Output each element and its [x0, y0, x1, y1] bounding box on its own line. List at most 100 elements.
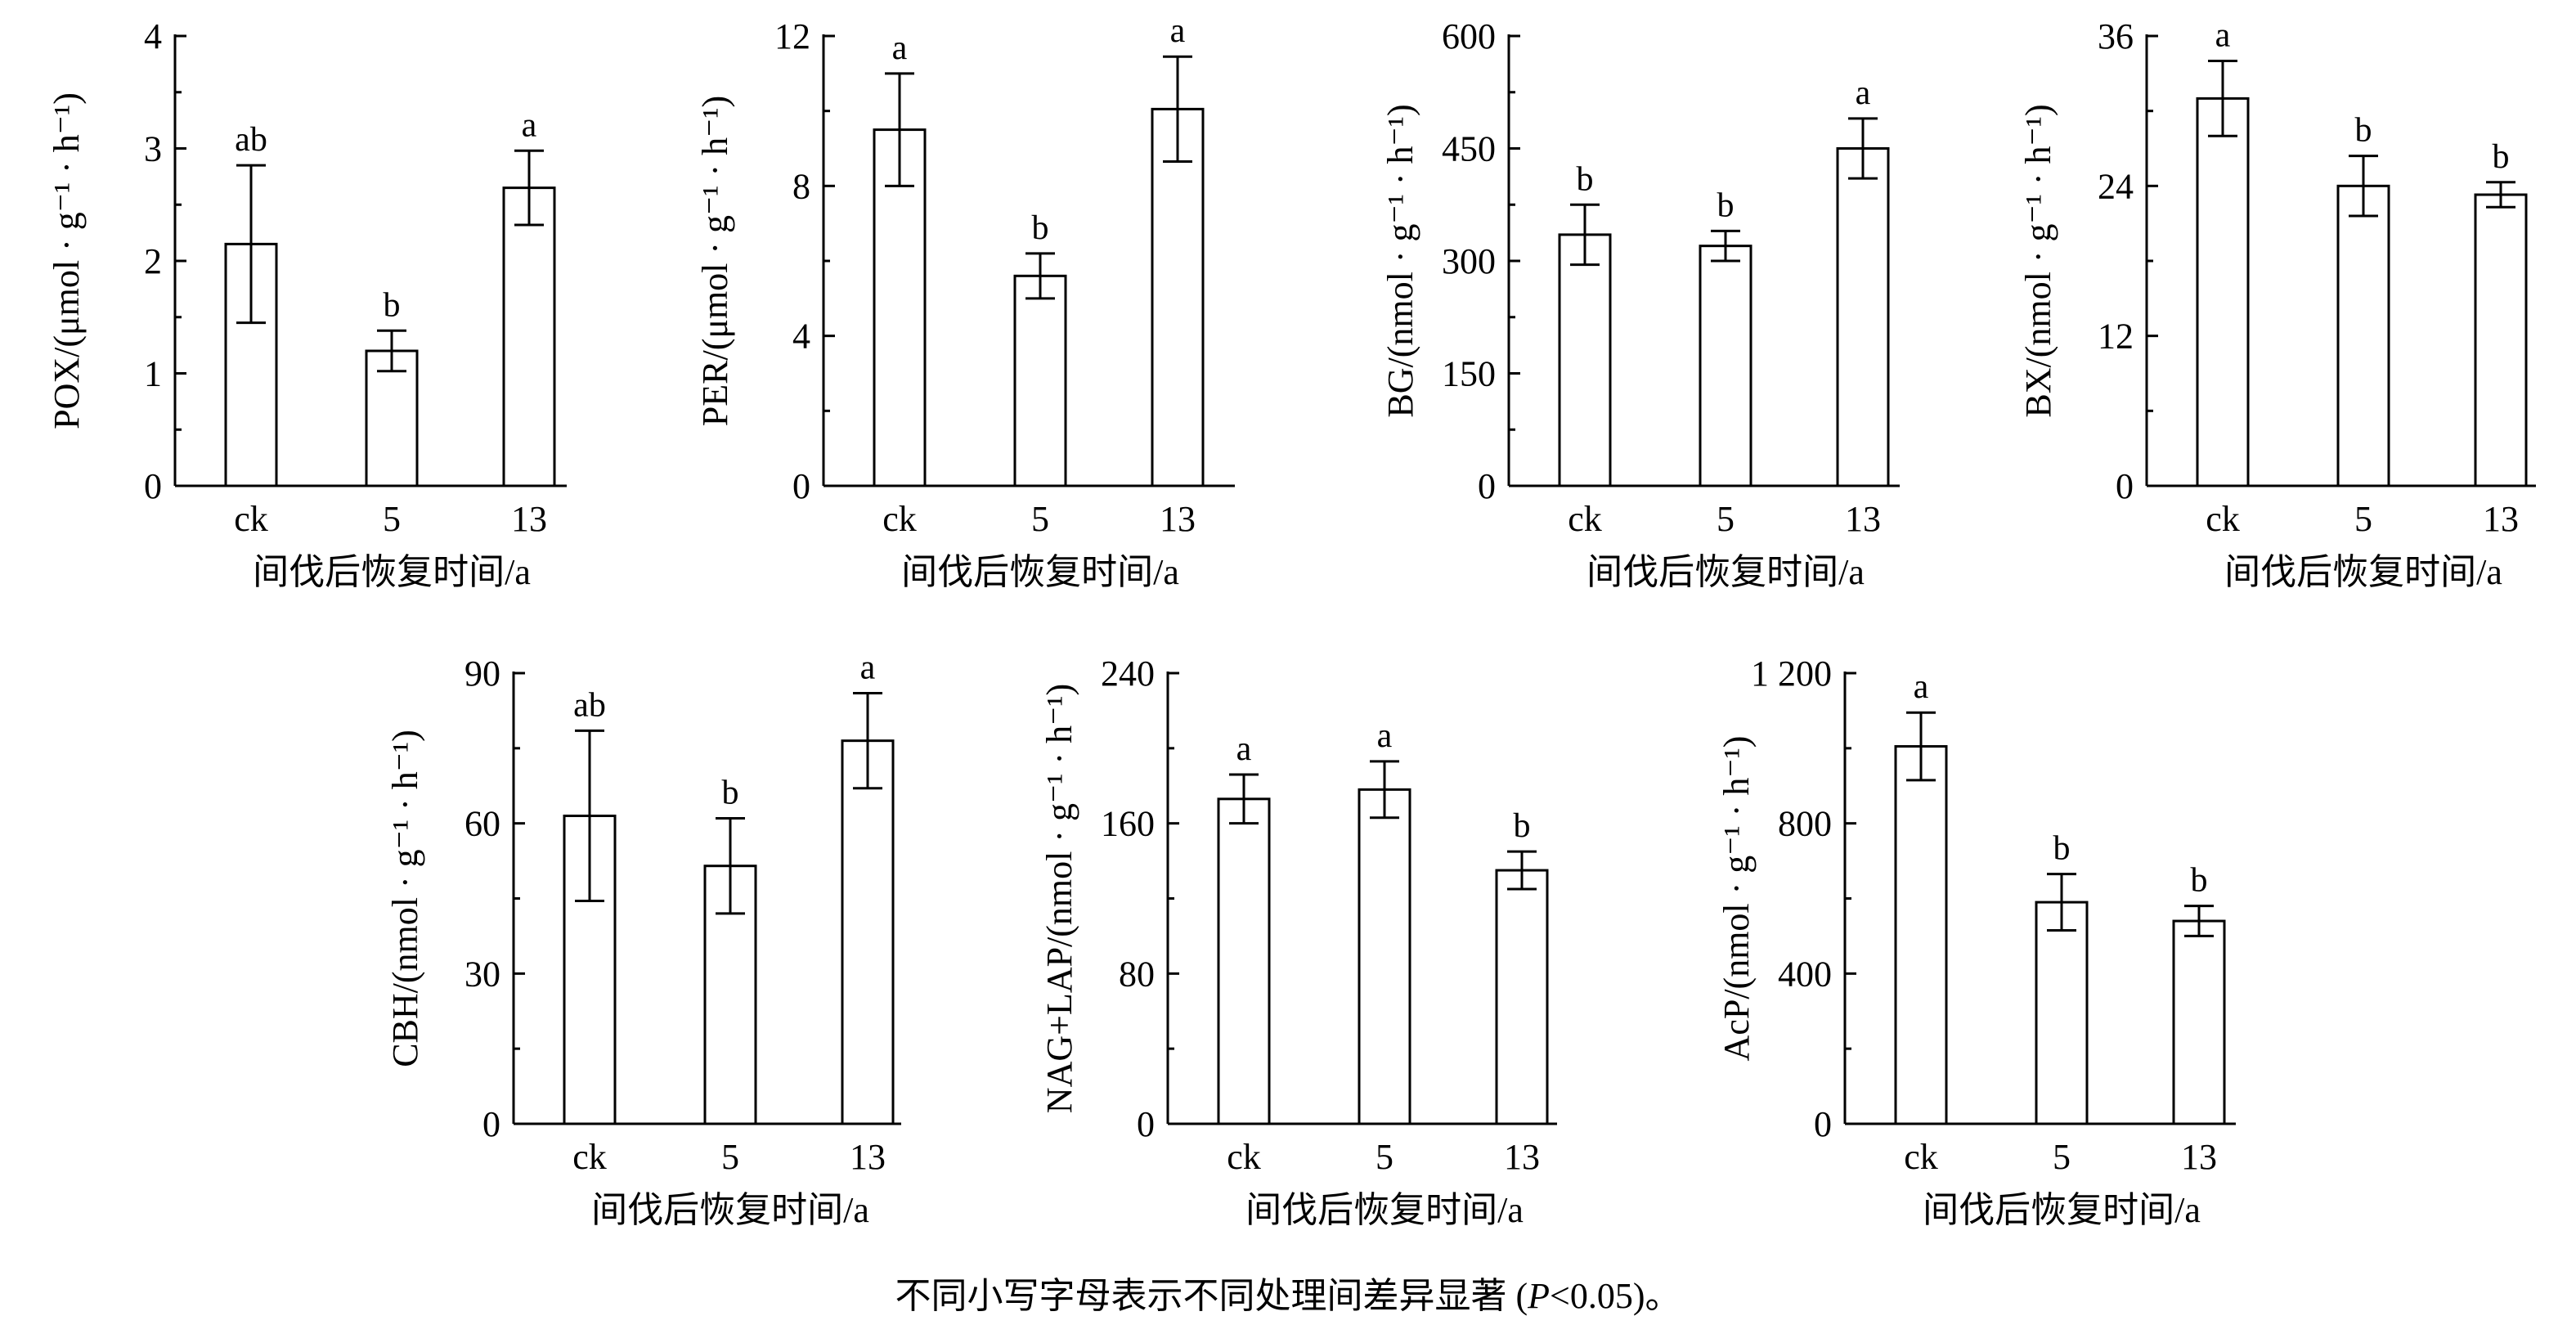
bar	[841, 739, 895, 1125]
y-tick-label: 450	[1442, 129, 1496, 169]
footnote-text-before: 不同小写字母表示不同处理间差异显著 (	[895, 1276, 1528, 1316]
x-axis-title: 间伐后恢复时间/a	[1923, 1190, 2201, 1230]
chart-pox: 0 1 2 3 4 ab ck b 5 a 13 间伐后恢复时间/a POX/(μmol · g⁻¹ ·…	[47, 16, 567, 592]
x-axis-title: 间伐后恢复时间/a	[1245, 1190, 1524, 1230]
y-tick-label: 240	[1101, 654, 1155, 694]
y-tick-label: 1	[144, 354, 162, 394]
bar	[1894, 745, 1948, 1125]
y-tick-label: 2	[144, 241, 162, 281]
bar	[1151, 107, 1205, 487]
x-tick-label: 13	[1160, 499, 1196, 539]
y-tick-label: 12	[2098, 317, 2134, 357]
x-axis-title: 间伐后恢复时间/a	[591, 1190, 869, 1230]
y-tick-label: 30	[464, 954, 500, 994]
figure-footnote: 不同小写字母表示不同处理间差异显著 (P<0.05)。	[0, 1266, 2576, 1318]
significance-label: b	[2191, 862, 2208, 900]
y-axis-title: CBH/(nmol · g⁻¹ · h⁻¹)	[385, 730, 425, 1067]
x-axis-title: 间伐后恢复时间/a	[1586, 552, 1865, 592]
x-axis-title: 间伐后恢复时间/a	[253, 552, 531, 592]
x-tick-label: ck	[2206, 499, 2240, 539]
bar	[365, 349, 419, 487]
significance-label: b	[1717, 186, 1735, 224]
significance-label: a	[1170, 12, 1186, 50]
x-tick-label: ck	[572, 1137, 607, 1177]
x-axis-title: 间伐后恢复时间/a	[901, 552, 1179, 592]
y-tick-label: 0	[1478, 466, 1496, 506]
y-tick-label: 1 200	[1751, 654, 1832, 694]
y-tick-label: 4	[144, 16, 162, 56]
y-tick-label: 60	[464, 804, 500, 844]
x-tick-label: 5	[1376, 1137, 1393, 1177]
significance-label: b	[1577, 160, 1594, 198]
y-axis-title: BG/(nmol · g⁻¹ · h⁻¹)	[1380, 104, 1420, 417]
x-tick-label: 13	[1504, 1137, 1540, 1177]
x-tick-label: 5	[2354, 499, 2372, 539]
x-tick-label: 13	[1845, 499, 1881, 539]
x-tick-label: ck	[1568, 499, 1602, 539]
x-tick-label: ck	[1227, 1137, 1261, 1177]
significance-label: b	[2053, 830, 2071, 868]
x-tick-label: 13	[511, 499, 547, 539]
y-tick-label: 4	[792, 317, 810, 357]
y-tick-label: 80	[1119, 954, 1155, 994]
significance-label: b	[2493, 138, 2510, 176]
bar	[2035, 901, 2089, 1125]
y-axis-title: AcP/(nmol · g⁻¹ · h⁻¹)	[1717, 736, 1757, 1062]
y-tick-label: 12	[774, 16, 810, 56]
chart-acp: 0 400 800 1 200 a ck b 5 b 13 间伐后恢复时间/a AcP/(nmol ·…	[1717, 654, 2236, 1230]
bar	[1013, 274, 1067, 487]
footnote-text-after: <0.05)。	[1550, 1276, 1681, 1316]
x-tick-label: ck	[234, 499, 268, 539]
significance-label: b	[1514, 807, 1531, 845]
y-axis-title: BX/(nmol · g⁻¹ · h⁻¹)	[2018, 104, 2058, 417]
significance-label: a	[522, 106, 537, 144]
significance-label: a	[1856, 74, 1871, 112]
y-tick-label: 800	[1778, 804, 1832, 844]
y-tick-label: 600	[1442, 16, 1496, 56]
significance-label: a	[1236, 730, 1252, 768]
significance-label: a	[1914, 668, 1929, 706]
y-tick-label: 0	[144, 466, 162, 506]
y-tick-label: 0	[1814, 1104, 1832, 1144]
significance-label: a	[860, 649, 876, 686]
significance-label: ab	[235, 121, 267, 159]
footnote-p-symbol: P	[1528, 1276, 1551, 1316]
significance-label: a	[892, 29, 908, 67]
significance-label: a	[2215, 17, 2231, 55]
y-tick-label: 3	[144, 129, 162, 169]
bar	[873, 128, 927, 487]
y-tick-label: 0	[482, 1104, 500, 1144]
y-tick-label: 24	[2098, 166, 2134, 206]
x-axis-title: 间伐后恢复时间/a	[2224, 552, 2502, 592]
y-tick-label: 0	[2116, 466, 2134, 506]
significance-label: a	[1377, 717, 1393, 755]
significance-label: b	[2355, 112, 2372, 150]
y-tick-label: 36	[2098, 16, 2134, 56]
x-tick-label: 5	[2053, 1137, 2071, 1177]
y-tick-label: 0	[792, 466, 810, 506]
chart-bg: 0 150 300 450 600 b ck b 5 a 13 间伐后恢复时间/a BG/(nmol ·…	[1380, 16, 1900, 592]
bar	[1217, 797, 1271, 1125]
significance-label: b	[1032, 209, 1049, 247]
bar	[1495, 869, 1549, 1125]
x-tick-label: 5	[721, 1137, 739, 1177]
bar	[1699, 245, 1752, 487]
bar	[1558, 233, 1612, 487]
x-tick-label: ck	[1904, 1137, 1938, 1177]
x-tick-label: 13	[850, 1137, 886, 1177]
bar	[502, 186, 556, 487]
x-tick-label: 5	[1031, 499, 1049, 539]
bar	[2196, 97, 2250, 487]
chart-cbh: 0 30 60 90 ab ck b 5 a 13 间伐后恢复时间/a CBH/(nmol · g⁻¹…	[385, 649, 901, 1230]
y-tick-label: 160	[1101, 804, 1155, 844]
bar	[2336, 184, 2390, 487]
y-tick-label: 0	[1137, 1104, 1155, 1144]
bar	[1836, 147, 1890, 487]
y-axis-title: NAG+LAP/(nmol · g⁻¹ · h⁻¹)	[1039, 684, 1079, 1113]
x-tick-label: 13	[2181, 1137, 2217, 1177]
bar	[2474, 193, 2528, 487]
chart-nag-lap: 0 80 160 240 a ck a 5 b 13 间伐后恢复时间/a NAG+LAP/(nmol …	[1039, 654, 1557, 1230]
x-tick-label: 13	[2483, 499, 2519, 539]
